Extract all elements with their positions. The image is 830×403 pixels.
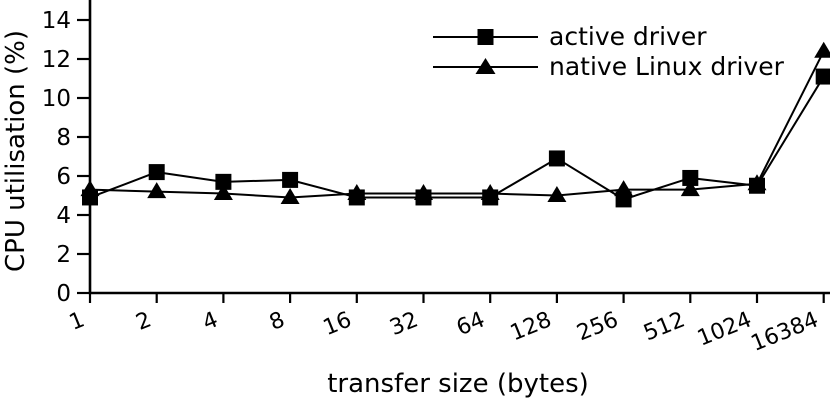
x-tick-label: 32 — [386, 307, 421, 341]
triangle-marker-icon — [80, 180, 100, 197]
triangle-marker-icon — [414, 184, 433, 201]
y-tick-label: 0 — [56, 281, 71, 307]
square-marker-icon — [148, 164, 165, 181]
x-tick-label: 4 — [199, 307, 221, 335]
x-tick-label: 2 — [133, 307, 155, 335]
legend: active driver native Linux driver — [433, 22, 785, 81]
y-tick-label: 10 — [42, 86, 71, 112]
square-marker-icon — [215, 173, 232, 190]
x-tick-label: 16 — [320, 307, 355, 341]
y-tick-label: 4 — [56, 203, 71, 229]
triangle-marker-icon — [747, 174, 767, 191]
y-tick-label: 2 — [56, 242, 71, 268]
y-tick-label: 14 — [42, 8, 71, 34]
triangle-marker-icon — [213, 184, 233, 201]
x-tick-label: 64 — [453, 307, 488, 341]
y-tick-label: 12 — [42, 47, 71, 73]
triangle-marker-icon — [680, 180, 700, 197]
triangle-marker-icon — [147, 182, 167, 199]
x-tick-label: 1024 — [694, 307, 755, 351]
legend-triangle-marker-icon — [475, 58, 496, 74]
x-tick-label: 8 — [266, 307, 288, 335]
x-tick-label: 256 — [574, 307, 622, 346]
triangle-marker-icon — [480, 184, 500, 201]
square-marker-icon — [282, 171, 299, 188]
legend-label-active-driver: active driver — [549, 22, 707, 51]
triangle-marker-icon — [280, 187, 300, 204]
x-axis-title: transfer size (bytes) — [327, 369, 589, 399]
legend-square-marker-icon — [477, 29, 494, 45]
square-marker-icon — [682, 169, 699, 186]
x-tick-label: 128 — [507, 307, 555, 346]
triangle-marker-icon — [614, 180, 634, 197]
x-tick-label: 512 — [640, 307, 688, 346]
series — [80, 41, 830, 208]
x-tick-label: 16384 — [748, 307, 822, 356]
triangle-marker-icon — [347, 184, 367, 201]
x-tick-label: 1 — [66, 307, 88, 335]
series-line-native-linux-driver — [89, 50, 825, 199]
legend-label-native-linux-driver: native Linux driver — [549, 52, 785, 81]
y-axis-title: CPU utilisation (%) — [1, 30, 31, 272]
triangle-marker-icon — [547, 186, 567, 202]
series-line-active-driver — [89, 76, 825, 201]
square-marker-icon — [815, 68, 830, 85]
triangle-marker-icon — [814, 41, 830, 58]
square-marker-icon — [548, 150, 565, 167]
y-tick-label: 6 — [56, 164, 71, 190]
y-tick-label: 8 — [56, 125, 71, 151]
